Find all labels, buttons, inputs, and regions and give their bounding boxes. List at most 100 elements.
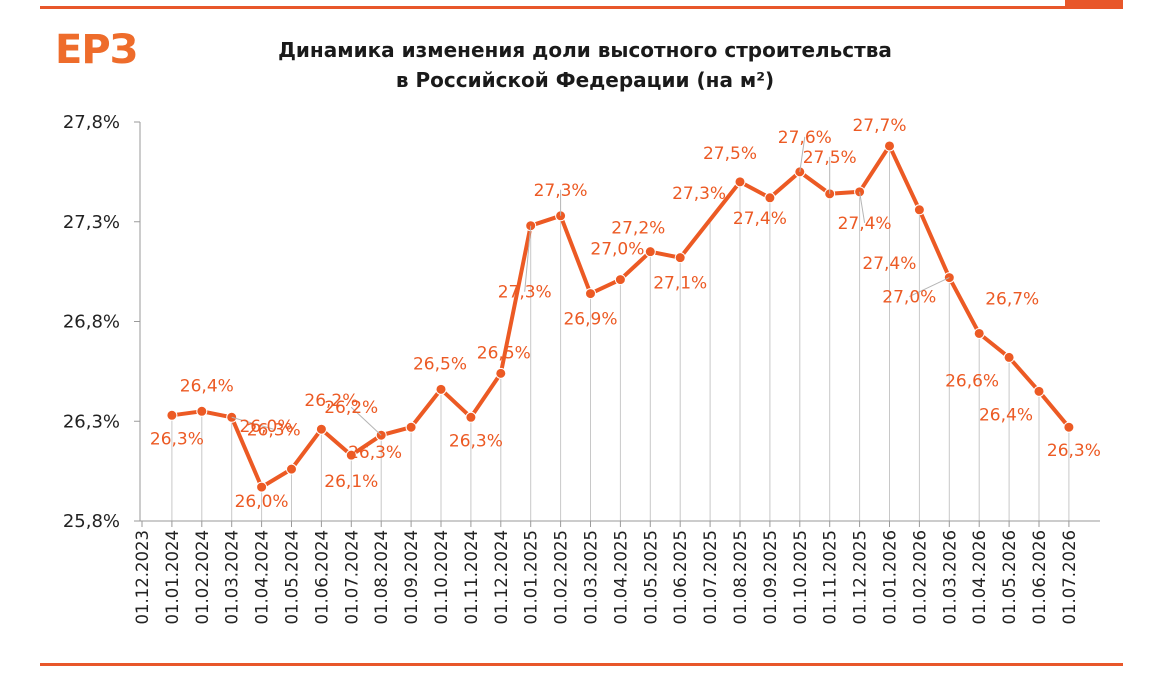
x-tick-label: 01.01.2024 [163,530,182,624]
data-point [1063,421,1075,433]
x-tick-label: 01.05.2024 [283,530,302,624]
data-label: 26,3% [1047,441,1101,461]
data-label: 27,3% [534,181,588,201]
data-point [1003,351,1015,363]
data-label: 26,2% [304,391,358,411]
data-label: 27,6% [778,128,832,148]
data-point [435,383,447,395]
y-tick-label: 27,3% [63,212,120,233]
x-tick-label: 01.04.2024 [253,530,272,624]
erz-logo: ЕРЗ [55,27,138,73]
data-label: 26,9% [563,310,617,330]
data-point [764,192,776,204]
data-label: 27,2% [611,219,665,239]
chart-title-line-1: Динамика изменения доли высотного строит… [278,38,892,62]
data-label: 26,5% [477,343,531,363]
x-tick-label: 01.07.2025 [701,530,720,624]
data-point [585,288,596,300]
data-point [256,481,268,493]
data-label: 26,3% [449,431,503,451]
data-point [315,423,327,435]
data-label: 27,3% [672,184,726,204]
data-label: 26,7% [985,289,1039,309]
x-tick-label: 01.12.2024 [492,530,511,624]
x-tick-label: 01.12.2025 [851,530,870,624]
data-point [644,246,656,258]
x-tick-label: 01.06.2024 [312,530,331,624]
data-label: 26,0% [239,417,293,437]
x-tick-label: 01.03.2026 [940,530,959,624]
x-axis-ticks: 01.12.2023 01.01.2024 01.02.2024 01.03.2024… [133,521,1079,624]
data-label: 26,0% [235,492,289,512]
data-point [913,204,925,216]
label-leader-lines [231,136,950,436]
label-leader-line [350,406,382,436]
bottom-accent-line [40,663,1123,666]
x-tick-label: 01.04.2026 [970,530,989,624]
label-leader-line [524,225,532,292]
data-point [1033,385,1045,397]
data-label: 26,1% [324,472,378,492]
data-label: 27,1% [653,274,707,294]
data-label: 27,4% [838,214,892,234]
data-point [884,140,895,152]
data-point [465,411,477,423]
data-label: 27,0% [590,240,644,260]
data-point [614,274,626,286]
x-tick-label: 01.07.2026 [1060,530,1079,624]
x-tick-label: 01.06.2025 [671,530,690,624]
drop-lines [171,145,1070,521]
x-tick-label: 01.02.2024 [193,530,212,624]
x-tick-label: 01.09.2024 [402,530,421,624]
top-accent-line [40,6,1123,9]
label-leader-line [799,136,806,172]
x-tick-label: 01.04.2025 [611,530,630,624]
x-tick-label: 01.10.2025 [791,530,810,624]
data-labels: 26,3%26,4%26,3%26,0%26,0%26,2%26,1%26,2%… [150,116,1101,512]
y-axis-ticks: 25,8% 26,3% 26,8% 27,3% 27,8% [63,112,140,532]
x-tick-label: 01.11.2025 [821,530,840,624]
top-accent-tab [1065,0,1123,9]
x-tick-label: 01.08.2025 [731,530,750,624]
data-label: 26,3% [150,429,204,449]
data-label: 26,6% [945,371,999,391]
data-point [286,463,297,475]
y-tick-label: 25,8% [63,511,120,532]
data-label: 27,0% [882,288,936,308]
data-label: 26,4% [979,405,1033,425]
data-label: 27,3% [498,283,552,303]
x-tick-label: 01.05.2025 [641,530,660,624]
label-leader-line [859,191,866,223]
label-leader-line [909,277,950,298]
data-point [166,409,178,421]
x-tick-label: 01.02.2026 [910,530,929,624]
chart-title-line-2: в Российской Федерации (на м²) [395,68,775,92]
data-label: 27,4% [733,209,787,229]
data-label: 26,3% [348,443,402,463]
x-tick-label: 01.05.2026 [1000,530,1019,624]
x-tick-label: 01.11.2024 [462,530,481,624]
data-label: 26,2% [324,398,378,418]
y-tick-label: 26,3% [63,411,120,432]
data-point [405,421,417,433]
x-tick-label: 01.09.2025 [761,530,780,624]
data-label: 27,5% [803,148,857,168]
data-label: 27,5% [703,144,757,164]
data-point [734,176,746,188]
y-tick-label: 26,8% [63,312,120,333]
x-tick-label: 01.12.2023 [133,530,152,624]
data-point [973,327,985,339]
x-tick-label: 01.10.2024 [432,530,451,624]
x-tick-label: 01.02.2025 [552,530,571,624]
data-point [674,252,686,264]
x-tick-label: 01.03.2025 [582,530,601,624]
data-label: 27,4% [862,254,916,274]
x-tick-label: 01.01.2025 [522,530,541,624]
data-label: 26,4% [180,376,234,396]
data-label: 26,3% [247,420,301,440]
y-tick-label: 27,8% [63,112,120,133]
chart-title: Динамика изменения доли высотного строит… [170,35,1000,95]
x-tick-label: 01.03.2024 [223,530,242,624]
data-point [196,405,208,417]
